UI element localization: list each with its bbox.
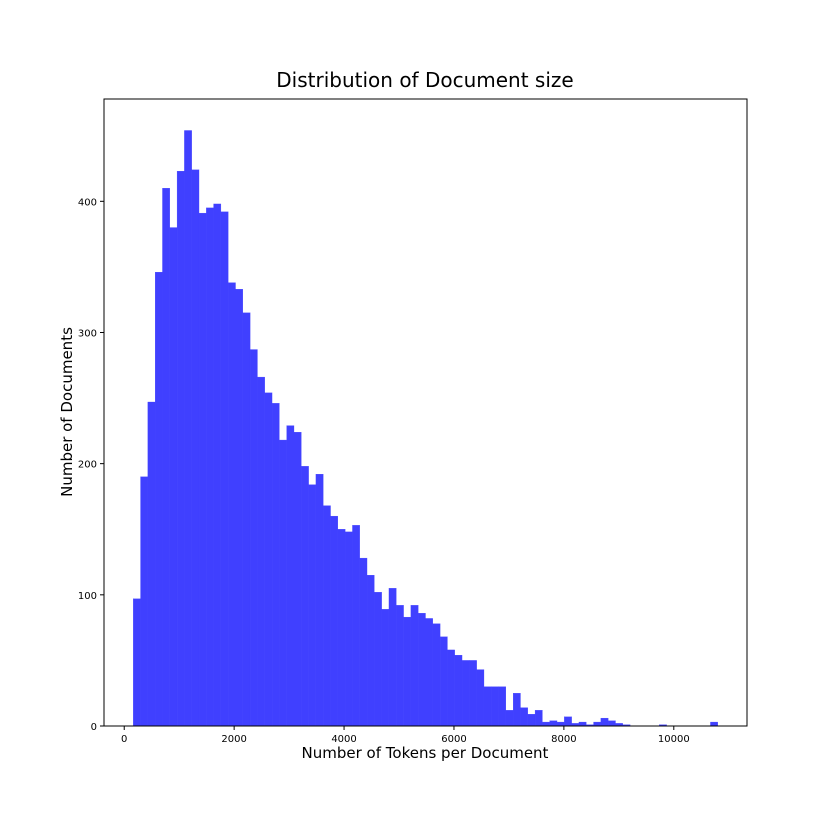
bar bbox=[235, 289, 243, 727]
bar bbox=[162, 188, 170, 727]
bar bbox=[556, 721, 565, 727]
bar bbox=[198, 212, 207, 727]
y-tick-label: 200 bbox=[78, 460, 97, 471]
bar bbox=[505, 710, 514, 727]
bar bbox=[418, 613, 426, 727]
bar bbox=[133, 598, 141, 727]
bar bbox=[242, 312, 251, 727]
bar bbox=[593, 721, 602, 727]
bar bbox=[264, 392, 273, 727]
bar bbox=[498, 686, 506, 727]
bar bbox=[147, 401, 156, 727]
bar bbox=[279, 439, 287, 727]
bar bbox=[301, 466, 309, 727]
bar bbox=[549, 720, 558, 727]
bar bbox=[425, 618, 433, 727]
bar bbox=[359, 557, 368, 727]
bar bbox=[330, 515, 338, 727]
bar bbox=[600, 717, 609, 727]
bar bbox=[176, 170, 185, 727]
bar bbox=[293, 432, 302, 727]
bar bbox=[578, 721, 587, 727]
bar bbox=[461, 660, 470, 727]
bar bbox=[155, 271, 163, 727]
bar bbox=[308, 484, 317, 727]
bar bbox=[432, 623, 441, 727]
bar bbox=[352, 525, 360, 727]
bar bbox=[534, 710, 543, 727]
bar bbox=[366, 575, 375, 727]
bar bbox=[206, 207, 214, 727]
bar bbox=[323, 505, 331, 727]
bar bbox=[396, 605, 404, 727]
bar bbox=[374, 592, 382, 727]
x-tick-label: 0 bbox=[121, 734, 127, 745]
bar bbox=[169, 227, 178, 727]
bar bbox=[345, 531, 353, 727]
y-tick-label: 400 bbox=[78, 197, 97, 208]
y-tick-label: 300 bbox=[78, 328, 97, 339]
bar bbox=[249, 349, 258, 727]
bar bbox=[439, 636, 448, 727]
bar bbox=[564, 716, 572, 727]
y-axis-label: Number of Documents bbox=[58, 327, 76, 497]
bar bbox=[271, 403, 280, 727]
bar bbox=[315, 474, 324, 727]
bar bbox=[213, 203, 222, 727]
x-tick-label: 2000 bbox=[221, 734, 246, 745]
bar bbox=[228, 282, 236, 727]
y-tick-label: 100 bbox=[78, 591, 97, 602]
x-tick-label: 8000 bbox=[551, 734, 576, 745]
x-axis-label: Number of Tokens per Document bbox=[302, 744, 549, 762]
bar bbox=[513, 693, 521, 727]
bar bbox=[410, 605, 419, 727]
bar bbox=[520, 707, 528, 727]
plot-frame bbox=[103, 98, 748, 727]
bar bbox=[710, 721, 718, 727]
bar bbox=[184, 130, 192, 727]
bar bbox=[608, 720, 616, 727]
bar bbox=[337, 529, 346, 727]
bar bbox=[476, 669, 485, 727]
bar bbox=[491, 686, 499, 727]
bar bbox=[483, 686, 492, 727]
bar bbox=[257, 376, 265, 727]
x-tick-label: 6000 bbox=[441, 734, 466, 745]
chart-title: Distribution of Document size bbox=[276, 68, 573, 92]
bar bbox=[140, 476, 149, 727]
bar bbox=[542, 721, 550, 727]
bar bbox=[527, 714, 536, 727]
bar bbox=[403, 616, 412, 727]
x-tick-label: 4000 bbox=[331, 734, 356, 745]
x-tick-label: 10000 bbox=[658, 734, 690, 745]
bar bbox=[381, 609, 390, 727]
bar bbox=[286, 425, 295, 727]
bar bbox=[447, 649, 455, 727]
bar bbox=[469, 660, 477, 727]
bar bbox=[191, 169, 200, 727]
bar bbox=[220, 211, 229, 727]
bar bbox=[388, 588, 397, 727]
y-tick-label: 0 bbox=[91, 722, 97, 733]
bar bbox=[454, 655, 463, 727]
